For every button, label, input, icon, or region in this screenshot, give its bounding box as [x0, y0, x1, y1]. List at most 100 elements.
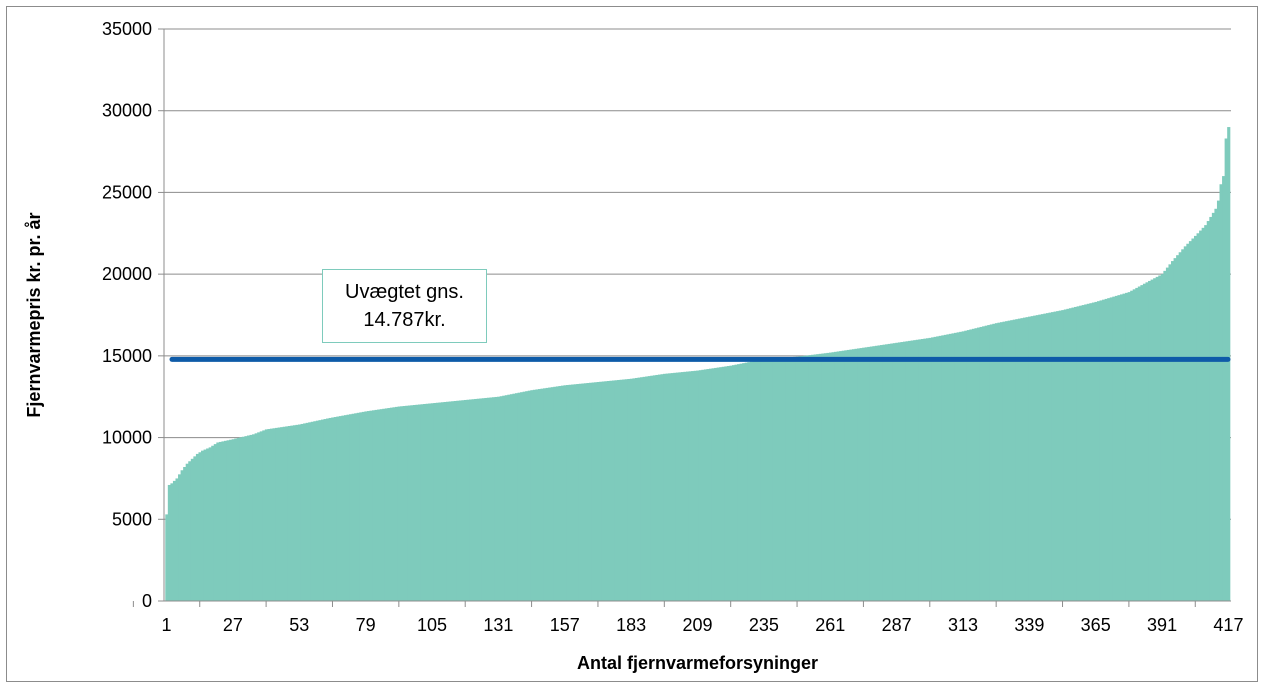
- bar: [1142, 283, 1147, 601]
- bar: [1155, 276, 1159, 601]
- bar: [890, 343, 894, 601]
- bar: [272, 428, 276, 601]
- bar: [535, 389, 539, 601]
- bar: [372, 410, 376, 601]
- bar: [507, 394, 511, 601]
- bar: [905, 341, 909, 601]
- bar: [622, 379, 626, 601]
- bar: [512, 393, 516, 601]
- bar: [234, 438, 238, 601]
- bar: [282, 426, 286, 601]
- bar: [1091, 302, 1096, 601]
- bar: [823, 353, 828, 601]
- bar: [752, 361, 756, 601]
- bar: [714, 367, 718, 601]
- bar: [188, 461, 192, 601]
- bar: [923, 338, 927, 601]
- bar: [744, 362, 748, 601]
- x-tick-label: 157: [550, 615, 580, 635]
- bar: [269, 428, 274, 601]
- bar: [172, 480, 177, 601]
- bar: [765, 358, 769, 601]
- y-tick-label: 5000: [112, 509, 152, 529]
- bar: [818, 353, 822, 601]
- bar: [221, 441, 225, 601]
- bar: [683, 371, 687, 601]
- bar: [170, 483, 174, 601]
- bar: [387, 408, 391, 601]
- bar: [229, 439, 233, 601]
- bar: [857, 348, 861, 601]
- bar: [320, 419, 325, 601]
- bar: [1132, 289, 1136, 601]
- bar: [178, 474, 182, 601]
- bar: [606, 381, 611, 601]
- bar: [729, 365, 733, 601]
- bar: [384, 408, 388, 601]
- bar: [629, 378, 634, 601]
- bar: [476, 398, 480, 601]
- bar: [734, 364, 738, 601]
- bar: [310, 421, 314, 601]
- x-tick-label: 183: [616, 615, 646, 635]
- bar: [749, 361, 753, 601]
- bar: [971, 328, 976, 601]
- bar: [762, 359, 766, 601]
- bar: [964, 330, 968, 601]
- x-tick-label: 131: [483, 615, 513, 635]
- bar: [1104, 298, 1108, 601]
- bar: [864, 347, 868, 601]
- bar: [231, 439, 235, 601]
- bar: [1186, 243, 1190, 601]
- bar: [287, 426, 291, 601]
- y-tick-label: 35000: [102, 19, 152, 39]
- bar: [1173, 258, 1177, 601]
- bar: [1028, 316, 1032, 601]
- bar: [543, 388, 547, 601]
- axes: [132, 28, 1231, 607]
- bar: [423, 404, 427, 601]
- bar: [1002, 321, 1006, 601]
- bar: [920, 339, 925, 601]
- bar: [1081, 305, 1085, 601]
- bar: [165, 514, 169, 601]
- bar: [1086, 303, 1090, 601]
- bar: [984, 325, 988, 601]
- bar: [1010, 320, 1014, 601]
- bar: [1005, 321, 1009, 601]
- bar: [966, 330, 970, 601]
- bar: [481, 398, 485, 601]
- bar: [566, 385, 570, 601]
- bar: [254, 433, 258, 601]
- bar: [211, 445, 215, 601]
- bar: [410, 405, 414, 601]
- bar: [798, 356, 802, 601]
- bar: [767, 358, 771, 601]
- average-annotation-box: Uvægtet gns. 14.787kr.: [322, 269, 487, 343]
- bar: [731, 365, 736, 601]
- y-tick-label: 10000: [102, 428, 152, 448]
- bar: [1094, 301, 1098, 601]
- bar: [650, 375, 654, 601]
- bar: [739, 363, 743, 601]
- bar: [693, 370, 697, 601]
- x-axis-title: Antal fjernvarmeforsyninger: [577, 653, 818, 673]
- bar: [726, 366, 731, 601]
- bar: [834, 351, 838, 601]
- bar: [504, 395, 508, 601]
- bar: [665, 373, 669, 601]
- bar: [1227, 127, 1231, 602]
- bar: [216, 442, 220, 601]
- bar: [305, 422, 309, 601]
- bar: [961, 331, 965, 601]
- bar: [772, 358, 776, 601]
- bar: [198, 452, 202, 601]
- bar: [400, 406, 404, 601]
- bar: [680, 372, 685, 601]
- bar: [377, 409, 381, 601]
- bar: [1025, 317, 1029, 601]
- x-tick-label: 339: [1014, 615, 1044, 635]
- x-tick-label: 79: [356, 615, 376, 635]
- bar: [673, 372, 677, 601]
- bar: [239, 437, 243, 601]
